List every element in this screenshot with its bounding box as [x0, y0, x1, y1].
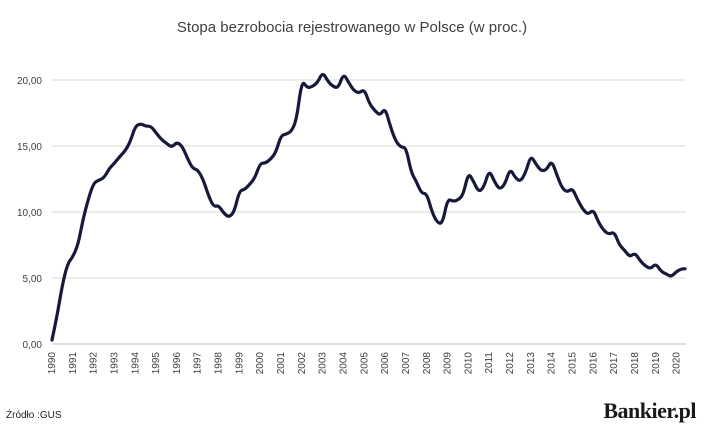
x-tick-label: 1994	[130, 352, 141, 375]
brand-logo: Bankier.pl	[603, 398, 696, 423]
x-tick-label: 1998	[214, 352, 225, 375]
x-tick-label: 2010	[463, 352, 474, 375]
x-tick-label: 2020	[672, 352, 683, 375]
source-note: Źródło :GUS	[6, 410, 62, 421]
x-tick-label: 2018	[630, 352, 641, 375]
x-tick-label: 2008	[422, 352, 433, 375]
x-tick-label: 2000	[255, 352, 266, 375]
x-tick-label: 1997	[193, 352, 204, 375]
x-tick-label: 2009	[443, 352, 454, 375]
series-layer	[50, 72, 687, 342]
x-tick-label: 2007	[401, 352, 412, 375]
x-tick-label: 2017	[609, 352, 620, 375]
x-tick-label: 2003	[318, 352, 329, 375]
x-tick-label: 2001	[276, 352, 287, 375]
x-tick-label: 2005	[359, 352, 370, 375]
x-tick-label: 1991	[68, 352, 79, 375]
x-tick-label: 1993	[109, 352, 120, 375]
x-tick-label: 1999	[234, 352, 245, 375]
x-tick-label: 1996	[172, 352, 183, 375]
x-axis-ticks: 1990 1991 1992 1993 1994 1995 1996 1997 1998 1999…	[47, 352, 683, 375]
x-tick-label: 2014	[547, 352, 558, 375]
x-tick-label: 2015	[568, 352, 579, 375]
y-tick-label: 0,00	[23, 340, 43, 351]
grid-lines	[52, 79, 686, 279]
x-tick-label: 2002	[297, 352, 308, 375]
y-tick-label: 15,00	[17, 142, 42, 153]
x-tick-label: 1995	[151, 352, 162, 375]
y-tick-label: 10,00	[17, 208, 42, 219]
unemployment-rate-line	[50, 72, 687, 342]
chart-title: Stopa bezrobocia rejestrowanego w Polsce…	[177, 19, 527, 36]
x-tick-label: 2013	[526, 352, 537, 375]
x-tick-label: 2016	[588, 352, 599, 375]
y-tick-label: 5,00	[23, 274, 43, 285]
x-tick-label: 2019	[651, 352, 662, 375]
x-tick-label: 1992	[89, 352, 100, 375]
x-tick-label: 2011	[484, 352, 495, 374]
y-axis-ticks: 0,00 5,00 10,00 15,00 20,00	[17, 76, 42, 351]
y-tick-label: 20,00	[17, 76, 42, 87]
x-tick-label: 1990	[47, 352, 58, 375]
x-tick-label: 2004	[338, 352, 349, 375]
x-tick-label: 2006	[380, 352, 391, 375]
x-tick-label: 2012	[505, 352, 516, 375]
